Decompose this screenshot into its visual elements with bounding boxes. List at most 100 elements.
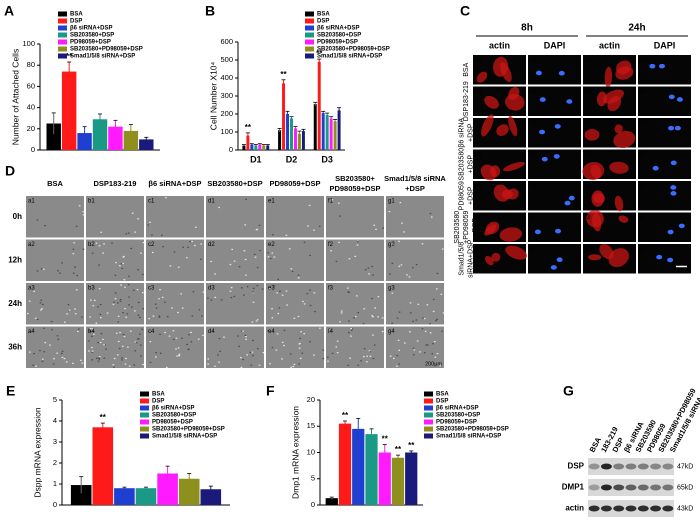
row-label: +DSP: [467, 186, 474, 205]
cell-speck: [313, 292, 316, 294]
cell-speck: [283, 344, 285, 347]
cell-speck: [210, 260, 212, 263]
legend-swatch: [140, 405, 149, 411]
cell-speck: [231, 248, 233, 251]
cell-speck: [275, 349, 278, 351]
legend-label: DSP: [70, 19, 82, 25]
cell-speck: [319, 327, 321, 329]
micrograph: [205, 325, 265, 369]
bar: [338, 423, 352, 505]
cell-speck: [76, 274, 78, 277]
cell-speck: [219, 350, 222, 352]
cell-speck: [125, 316, 127, 318]
cell-speck: [381, 317, 384, 319]
row-label: 24h: [8, 299, 22, 308]
column-header: actin: [599, 40, 620, 50]
cell-speck: [401, 222, 403, 224]
cell-speck: [249, 351, 252, 353]
micrograph: [528, 118, 581, 148]
cell-speck: [33, 352, 35, 355]
cell-speck: [56, 352, 58, 354]
legend-label: SB203580+PD98059+DSP: [317, 47, 390, 53]
cell-speck: [442, 312, 445, 314]
cell-speck: [425, 344, 427, 346]
cell-speck: [136, 289, 139, 291]
cell-speck: [388, 210, 391, 213]
cell-stain: [609, 161, 629, 174]
cell-speck: [307, 225, 309, 227]
legend-label: SB203580+PD98059+DSP: [152, 427, 225, 433]
y-axis-label: Dspp mRNA expression: [32, 407, 42, 498]
cell-speck: [267, 329, 270, 332]
cell-speck: [267, 256, 270, 258]
column-header: DAPI: [654, 40, 676, 50]
blot-band: [600, 505, 612, 512]
cell-speck: [128, 296, 130, 298]
significance-mark: **: [342, 411, 349, 420]
legend-swatch: [305, 32, 314, 38]
cell-speck: [327, 360, 329, 362]
bar: [293, 128, 297, 150]
cell-speck: [244, 224, 247, 226]
cell-stain: [582, 161, 605, 180]
cell-speck: [374, 307, 376, 309]
cell-speck: [151, 234, 153, 236]
cell-speck: [424, 330, 427, 333]
cell-speck: [139, 344, 142, 346]
cell-speck: [117, 340, 120, 343]
legend-label: SB203580+DSP: [152, 413, 196, 419]
cell-speck: [116, 354, 119, 356]
nucleus-stain: [667, 257, 674, 263]
cell-speck: [229, 290, 232, 292]
micrograph: [25, 238, 85, 282]
row-label: +DSP: [467, 155, 474, 174]
cell-speck: [288, 248, 291, 250]
cell-speck: [237, 335, 239, 337]
cell-speck: [98, 245, 101, 247]
cell-speck: [162, 246, 164, 248]
bar: [321, 113, 325, 150]
cell-speck: [91, 359, 93, 361]
cell-speck: [190, 331, 192, 334]
cell-speck: [142, 363, 144, 366]
cell-stain: [508, 115, 518, 137]
cell-label: a3: [28, 286, 35, 292]
cell-stain: [592, 212, 602, 232]
cell-speck: [80, 359, 82, 361]
cell-speck: [301, 352, 304, 354]
cell-speck: [415, 319, 418, 321]
cell-speck: [223, 336, 225, 338]
cell-speck: [368, 273, 370, 275]
cell-speck: [406, 274, 408, 276]
cell-speck: [244, 334, 247, 336]
cell-label: a1: [475, 58, 482, 64]
cell-label: d2: [208, 242, 215, 248]
cell-speck: [90, 299, 92, 301]
legend-swatch: [140, 391, 149, 397]
cell-speck: [32, 364, 35, 366]
cell-speck: [331, 199, 334, 201]
cell-speck: [165, 366, 168, 369]
cell-speck: [91, 350, 94, 352]
cell-speck: [119, 298, 122, 301]
cell-stain: [491, 252, 501, 262]
blot-size-label: 65kD: [677, 484, 693, 491]
cell-label: a3: [585, 58, 592, 64]
significance-mark: **: [100, 413, 107, 422]
cell-speck: [369, 355, 372, 357]
nucleus-stain: [564, 200, 571, 206]
cell-speck: [355, 295, 358, 297]
cell-speck: [400, 264, 403, 266]
cell-speck: [158, 315, 161, 317]
cell-speck: [192, 291, 195, 293]
micrograph: [25, 282, 85, 326]
bar: [325, 498, 338, 505]
cell-speck: [147, 224, 150, 226]
cell-label: c4: [148, 329, 155, 335]
cell-speck: [290, 268, 293, 270]
micrograph: [25, 195, 85, 239]
cell-speck: [77, 330, 79, 333]
cell-speck: [436, 318, 438, 320]
cell-speck: [371, 315, 373, 317]
cell-speck: [177, 266, 180, 268]
